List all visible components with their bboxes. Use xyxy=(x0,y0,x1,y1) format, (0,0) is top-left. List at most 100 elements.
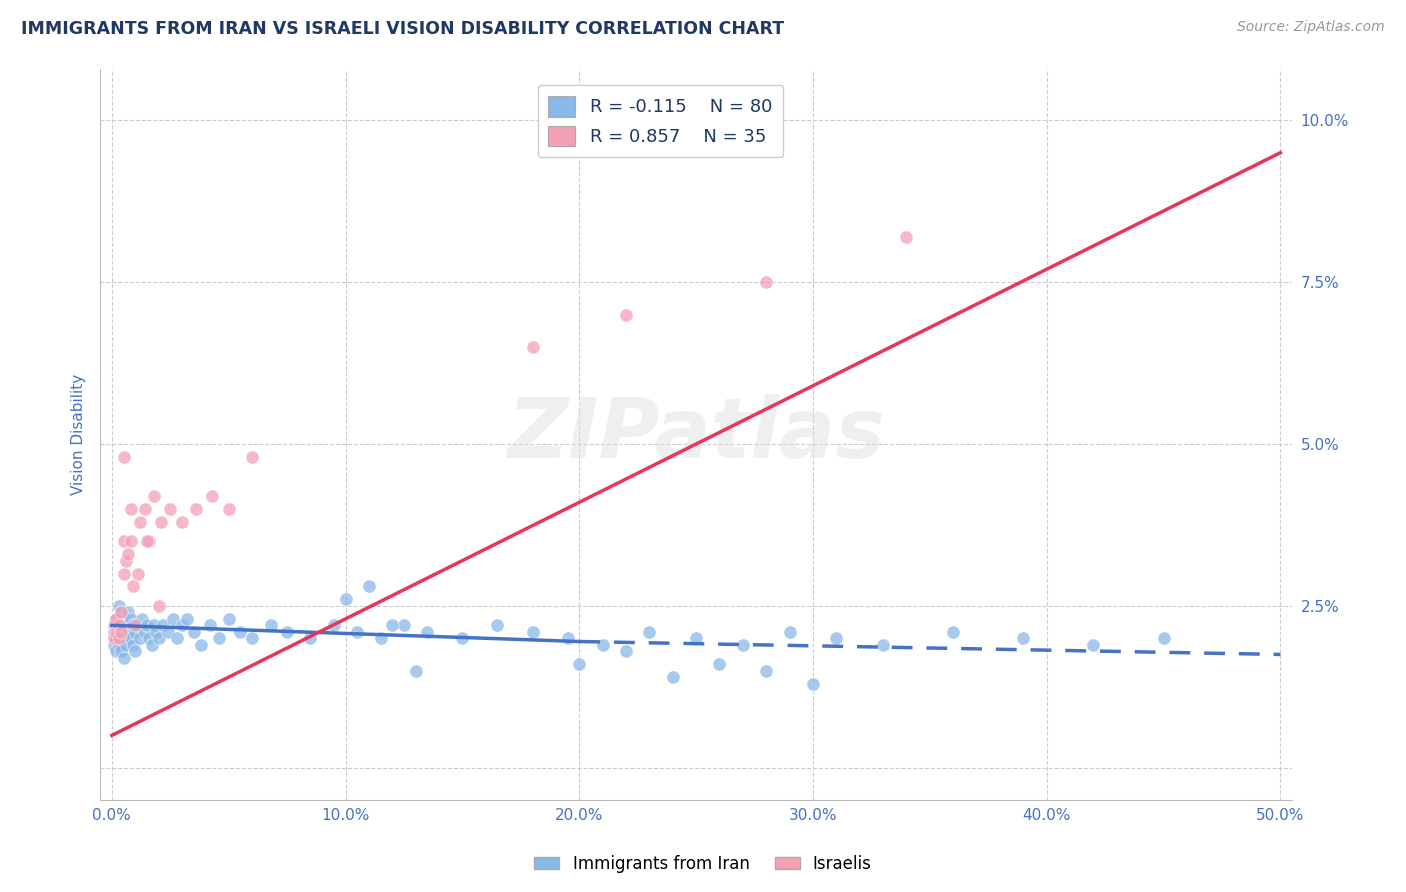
Point xyxy=(135,618,157,632)
Point xyxy=(392,618,415,632)
Point xyxy=(103,624,125,639)
Legend: R = -0.115    N = 80, R = 0.857    N = 35: R = -0.115 N = 80, R = 0.857 N = 35 xyxy=(537,85,783,157)
Point xyxy=(218,612,240,626)
Point xyxy=(176,612,198,626)
Point xyxy=(108,618,131,632)
Point xyxy=(115,553,138,567)
Point xyxy=(184,501,207,516)
Point xyxy=(156,624,179,639)
Point xyxy=(138,534,160,549)
Point xyxy=(208,632,231,646)
Point xyxy=(1083,638,1105,652)
Point xyxy=(685,632,707,646)
Point xyxy=(141,638,163,652)
Point xyxy=(121,638,143,652)
Point xyxy=(416,624,439,639)
Point xyxy=(108,638,131,652)
Point xyxy=(614,308,637,322)
Point xyxy=(105,644,128,658)
Point xyxy=(120,534,142,549)
Point xyxy=(149,515,172,529)
Point xyxy=(120,501,142,516)
Text: Source: ZipAtlas.com: Source: ZipAtlas.com xyxy=(1237,20,1385,34)
Point xyxy=(103,638,125,652)
Point xyxy=(370,632,392,646)
Point xyxy=(709,657,731,672)
Point xyxy=(731,638,754,652)
Point xyxy=(115,638,138,652)
Point xyxy=(240,632,263,646)
Point xyxy=(335,592,357,607)
Point xyxy=(148,599,170,613)
Point xyxy=(105,624,128,639)
Point xyxy=(276,624,298,639)
Point xyxy=(1012,632,1035,646)
Point xyxy=(381,618,404,632)
Point xyxy=(124,618,146,632)
Point xyxy=(112,612,135,626)
Point xyxy=(299,632,322,646)
Point xyxy=(486,618,509,632)
Point xyxy=(110,644,132,658)
Point xyxy=(162,612,184,626)
Point xyxy=(110,624,132,639)
Point xyxy=(229,624,252,639)
Point xyxy=(103,618,125,632)
Point xyxy=(240,450,263,464)
Point xyxy=(614,644,637,658)
Point xyxy=(105,612,128,626)
Point xyxy=(103,632,125,646)
Point xyxy=(405,664,427,678)
Point xyxy=(142,489,165,503)
Point xyxy=(128,632,150,646)
Point xyxy=(896,230,918,244)
Point xyxy=(198,618,221,632)
Point xyxy=(108,618,131,632)
Point xyxy=(112,650,135,665)
Point xyxy=(638,624,661,639)
Point xyxy=(124,644,146,658)
Point xyxy=(105,612,128,626)
Point xyxy=(201,489,224,503)
Point xyxy=(117,547,139,561)
Point xyxy=(825,632,848,646)
Point xyxy=(801,676,824,690)
Point xyxy=(105,632,128,646)
Text: IMMIGRANTS FROM IRAN VS ISRAELI VISION DISABILITY CORRELATION CHART: IMMIGRANTS FROM IRAN VS ISRAELI VISION D… xyxy=(21,20,785,37)
Point xyxy=(121,579,143,593)
Point xyxy=(661,670,683,684)
Text: ZIPatlas: ZIPatlas xyxy=(508,394,884,475)
Point xyxy=(148,632,170,646)
Point xyxy=(779,624,801,639)
Point xyxy=(346,624,368,639)
Point xyxy=(110,606,132,620)
Point xyxy=(108,599,131,613)
Legend: Immigrants from Iran, Israelis: Immigrants from Iran, Israelis xyxy=(527,848,879,880)
Point xyxy=(183,624,205,639)
Point xyxy=(120,632,142,646)
Point xyxy=(522,340,544,354)
Point xyxy=(127,566,149,581)
Point xyxy=(128,515,150,529)
Point xyxy=(260,618,283,632)
Point xyxy=(451,632,474,646)
Point xyxy=(117,606,139,620)
Point xyxy=(121,618,143,632)
Point xyxy=(138,632,160,646)
Point xyxy=(134,624,156,639)
Point xyxy=(322,618,344,632)
Point xyxy=(190,638,212,652)
Point xyxy=(142,618,165,632)
Point xyxy=(124,624,146,639)
Point xyxy=(108,632,131,646)
Point xyxy=(115,618,138,632)
Point xyxy=(170,515,193,529)
Point xyxy=(110,606,132,620)
Point xyxy=(218,501,240,516)
Point xyxy=(522,624,544,639)
Point xyxy=(134,501,156,516)
Point xyxy=(159,501,181,516)
Point xyxy=(110,624,132,639)
Point xyxy=(112,534,135,549)
Point xyxy=(112,450,135,464)
